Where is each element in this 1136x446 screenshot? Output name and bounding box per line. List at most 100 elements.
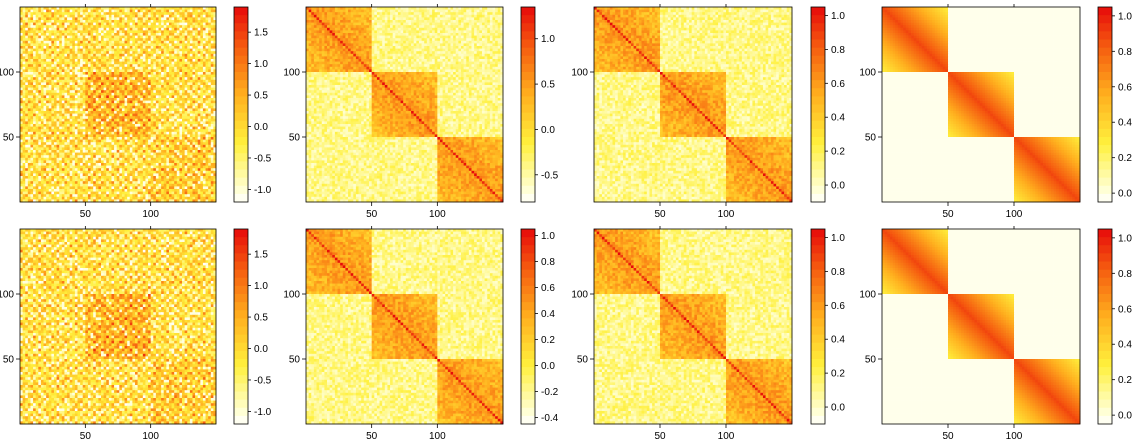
heatmap-cells xyxy=(306,7,503,202)
colorbar-tick-label: 0.0 xyxy=(541,125,555,136)
colorbar-tick-label: 0.0 xyxy=(254,344,268,355)
x-tick-label: 100 xyxy=(429,209,446,220)
heatmap-panel-3: 50 100 100 0.0 0.2 0.4 0.6 0.8 1.0 xyxy=(571,4,845,220)
x-tick-label: 100 xyxy=(718,209,735,220)
colorbar-tick-label: -1.0 xyxy=(254,407,272,418)
colorbar-tick-label: -0.5 xyxy=(254,375,272,386)
colorbar-tick-label: -1.0 xyxy=(254,185,272,196)
heatmap-cells xyxy=(20,229,216,424)
colorbar-tick-label: 0.8 xyxy=(831,45,845,56)
colorbar-tick-label: 0.2 xyxy=(541,335,555,346)
colorbar-tick-label: 0.0 xyxy=(541,361,555,372)
y-tick-label: 50 xyxy=(3,133,15,144)
colorbar-tick-label: 0.6 xyxy=(1118,82,1132,93)
x-tick-label: 50 xyxy=(80,431,92,442)
heatmap-panel-1: 50 100 50 100 -1.0 -0.5 0.0 0.5 1.0 1.5 xyxy=(0,4,272,220)
x-tick-label: 50 xyxy=(942,209,954,220)
heatmap-panel-4: 50 100 50 100 0.0 0.2 0.4 0.6 0.8 1.0 xyxy=(859,4,1132,220)
colorbar-tick-label: 1.5 xyxy=(254,250,268,261)
colorbar: -0.50.00.51.0 xyxy=(521,7,559,202)
colorbar-tick-label: 1.0 xyxy=(831,11,845,22)
colorbar-tick-label: 0.6 xyxy=(831,301,845,312)
colorbar-tick-label: 0.0 xyxy=(831,403,845,414)
x-tick-label: 100 xyxy=(1006,431,1023,442)
y-tick-label: 100 xyxy=(0,290,14,301)
colorbar-tick-label: 0.5 xyxy=(541,80,555,91)
heatmap-cells xyxy=(594,229,792,424)
heatmap-cells xyxy=(306,229,503,424)
colorbar: 0.0 0.2 0.4 0.6 0.8 1.0 xyxy=(1098,7,1132,202)
y-tick-label: 50 xyxy=(865,133,877,144)
colorbar-tick-label: 1.0 xyxy=(541,34,555,45)
x-tick-label: 50 xyxy=(80,209,92,220)
colorbar: -0.4-0.20.00.20.40.60.81.0 xyxy=(521,229,559,424)
colorbar-tick-label: 0.6 xyxy=(541,283,555,294)
colorbar: 0.0 0.2 0.4 0.6 0.8 1.0 xyxy=(811,229,845,424)
y-tick-label: 50 xyxy=(289,355,301,366)
heatmap-cells xyxy=(20,7,216,202)
y-tick-label: 100 xyxy=(859,290,876,301)
x-tick-label: 100 xyxy=(1006,209,1023,220)
colorbar-tick-label: 0.4 xyxy=(831,335,845,346)
y-tick-label: 50 xyxy=(577,355,589,366)
x-tick-label: 100 xyxy=(142,431,159,442)
colorbar-tick-label: 1.0 xyxy=(1118,233,1132,244)
colorbar-tick-label: 1.0 xyxy=(1118,11,1132,22)
colorbar-tick-label: 0.8 xyxy=(541,257,555,268)
y-tick-label: 100 xyxy=(859,68,876,79)
x-tick-label: 50 xyxy=(366,431,378,442)
colorbar-tick-label: 0.0 xyxy=(1118,411,1132,422)
colorbar: -1.0 -0.5 0.0 0.5 1.0 1.5 xyxy=(234,229,272,424)
colorbar-tick-label: 0.2 xyxy=(831,147,845,158)
colorbar-tick-label: 0.4 xyxy=(541,309,555,320)
colorbar-tick-label: 1.0 xyxy=(541,231,555,242)
x-tick-label: 100 xyxy=(142,209,159,220)
y-tick-label: 100 xyxy=(283,290,300,301)
y-tick-label: 100 xyxy=(283,68,300,79)
x-tick-label: 100 xyxy=(429,431,446,442)
colorbar: -1.0 -0.5 0.0 0.5 1.0 1.5 xyxy=(234,7,272,202)
colorbar-tick-label: 0.0 xyxy=(1118,189,1132,200)
colorbar-tick-label: -0.4 xyxy=(541,413,559,424)
colorbar-tick-label: 0.2 xyxy=(1118,375,1132,386)
y-tick-label: 50 xyxy=(289,133,301,144)
y-tick-label: 100 xyxy=(571,290,588,301)
colorbar-tick-label: 1.0 xyxy=(254,281,268,292)
colorbar-tick-label: 1.5 xyxy=(254,28,268,39)
x-tick-label: 50 xyxy=(942,431,954,442)
y-tick-label: 50 xyxy=(3,355,15,366)
colorbar-tick-label: 0.5 xyxy=(254,313,268,324)
colorbar-tick-label: 0.2 xyxy=(1118,153,1132,164)
colorbar-tick-label: 0.6 xyxy=(1118,304,1132,315)
x-tick-label: 100 xyxy=(718,431,735,442)
colorbar-tick-label: 0.6 xyxy=(831,79,845,90)
y-tick-label: 100 xyxy=(0,68,14,79)
heatmap-panel-7: 50 100 50 100 0.0 0.2 0.4 0.6 0.8 1.0 xyxy=(571,226,845,442)
heatmap-panel-5: 50 100 50 100 -1.0 -0.5 0.0 0.5 1.0 1.5 xyxy=(0,226,272,442)
colorbar: 0.0 0.2 0.4 0.6 0.8 1.0 xyxy=(1098,229,1132,424)
heatmap-cells xyxy=(594,7,792,202)
colorbar-tick-label: 0.4 xyxy=(1118,118,1132,129)
x-tick-label: 50 xyxy=(654,431,666,442)
x-tick-label: 50 xyxy=(654,209,666,220)
colorbar-tick-label: 0.8 xyxy=(1118,269,1132,280)
colorbar-tick-label: 0.4 xyxy=(1118,340,1132,351)
colorbar-tick-label: -0.5 xyxy=(254,153,272,164)
x-tick-label: 50 xyxy=(366,209,378,220)
colorbar-tick-label: 0.4 xyxy=(831,113,845,124)
colorbar-tick-label: 1.0 xyxy=(254,59,268,70)
heatmap-cells xyxy=(882,7,1080,202)
colorbar-tick-label: 1.0 xyxy=(831,233,845,244)
colorbar: 0.0 0.2 0.4 0.6 0.8 1.0 xyxy=(811,7,845,202)
y-tick-label: 100 xyxy=(571,68,588,79)
colorbar-tick-label: 0.0 xyxy=(254,122,268,133)
colorbar-tick-label: 0.8 xyxy=(1118,47,1132,58)
colorbar-tick-label: 0.2 xyxy=(831,369,845,380)
colorbar-tick-label: 0.5 xyxy=(254,91,268,102)
colorbar-tick-label: 0.0 xyxy=(831,181,845,192)
colorbar-tick-label: 0.8 xyxy=(831,267,845,278)
